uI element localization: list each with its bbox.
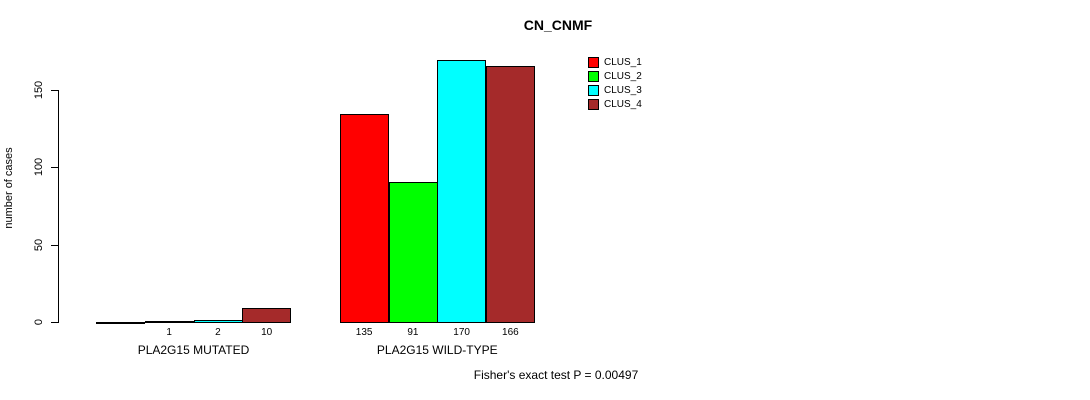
bar-count-label: 91 <box>407 327 419 338</box>
y-tick-mark <box>51 90 58 91</box>
bar-count-label: 170 <box>453 327 470 338</box>
bar-clus_1 <box>340 114 389 323</box>
legend-swatch-icon <box>588 99 599 110</box>
bar-clus_2 <box>389 182 438 323</box>
chart-title: CN_CNMF <box>523 17 593 33</box>
legend-item-clus_2: CLUS_2 <box>588 71 642 82</box>
y-tick-mark <box>51 322 58 323</box>
bar-clus_1 <box>96 322 145 324</box>
bar-clus_3 <box>194 320 243 323</box>
bar-clus_4 <box>486 66 535 323</box>
fisher-test-footnote: Fisher's exact test P = 0.00497 <box>473 368 639 382</box>
y-tick-mark <box>51 167 58 168</box>
bar-clus_4 <box>242 308 291 323</box>
y-tick-mark <box>51 245 58 246</box>
legend: CLUS_1 CLUS_2 CLUS_3 CLUS_4 <box>588 57 642 113</box>
legend-item-clus_4: CLUS_4 <box>588 99 642 110</box>
legend-label: CLUS_1 <box>604 57 642 68</box>
x-group-label: PLA2G15 MUTATED <box>137 343 250 357</box>
bar-clus_2 <box>145 321 194 323</box>
legend-label: CLUS_4 <box>604 99 642 110</box>
legend-item-clus_1: CLUS_1 <box>588 57 642 68</box>
legend-swatch-icon <box>588 71 599 82</box>
bar-count-label: 2 <box>215 327 221 338</box>
x-group-label: PLA2G15 WILD-TYPE <box>376 343 498 357</box>
legend-item-clus_3: CLUS_3 <box>588 85 642 96</box>
bar-count-label: 1 <box>166 327 172 338</box>
y-axis-line <box>58 90 59 323</box>
legend-label: CLUS_3 <box>604 85 642 96</box>
y-tick-label: 100 <box>33 157 45 177</box>
bar-count-label: 135 <box>355 327 373 338</box>
bar-clus_3 <box>437 60 486 323</box>
legend-label: CLUS_2 <box>604 71 642 82</box>
bar-count-label: 166 <box>502 327 519 338</box>
y-axis-title: number of cases <box>3 147 15 229</box>
y-tick-label: 50 <box>33 238 45 252</box>
y-tick-label: 0 <box>33 318 45 326</box>
legend-swatch-icon <box>588 85 599 96</box>
bar-count-label: 10 <box>261 327 273 338</box>
legend-swatch-icon <box>588 57 599 68</box>
y-tick-label: 150 <box>33 80 45 100</box>
